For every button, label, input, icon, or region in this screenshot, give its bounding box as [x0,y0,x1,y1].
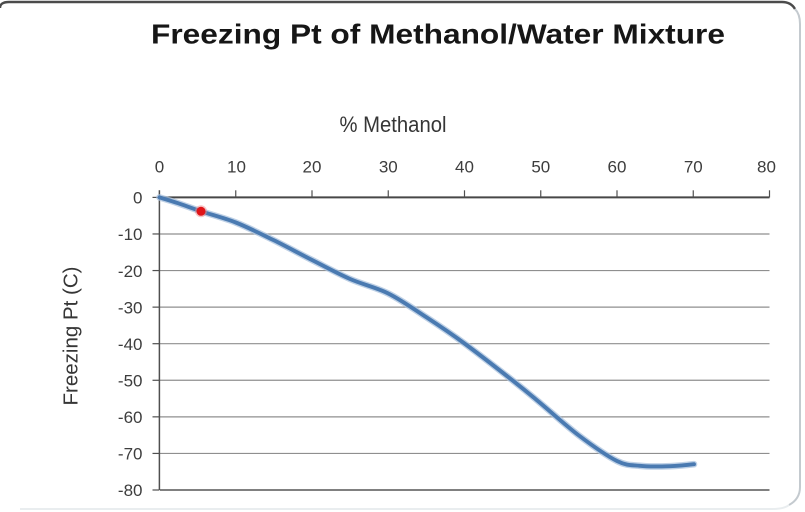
svg-text:-60: -60 [118,408,143,427]
svg-text:-40: -40 [118,335,143,354]
svg-text:% Methanol: % Methanol [340,112,447,137]
svg-text:50: 50 [531,158,550,177]
svg-text:30: 30 [379,158,398,177]
svg-text:60: 60 [608,158,627,177]
svg-text:0: 0 [155,158,164,177]
svg-text:40: 40 [455,158,474,177]
svg-text:-80: -80 [118,481,143,500]
svg-text:80: 80 [757,158,776,177]
svg-text:Freezing Pt (C): Freezing Pt (C) [60,267,83,406]
svg-text:70: 70 [684,158,703,177]
svg-text:-50: -50 [118,372,143,391]
svg-text:-20: -20 [118,262,143,281]
svg-text:20: 20 [303,158,322,177]
svg-text:-30: -30 [118,298,143,317]
svg-text:-10: -10 [118,225,143,244]
svg-text:-70: -70 [118,445,143,464]
svg-text:0: 0 [133,189,142,208]
svg-text:Freezing Pt of Methanol/Water: Freezing Pt of Methanol/Water Mixture [151,19,725,50]
svg-text:10: 10 [227,158,246,177]
